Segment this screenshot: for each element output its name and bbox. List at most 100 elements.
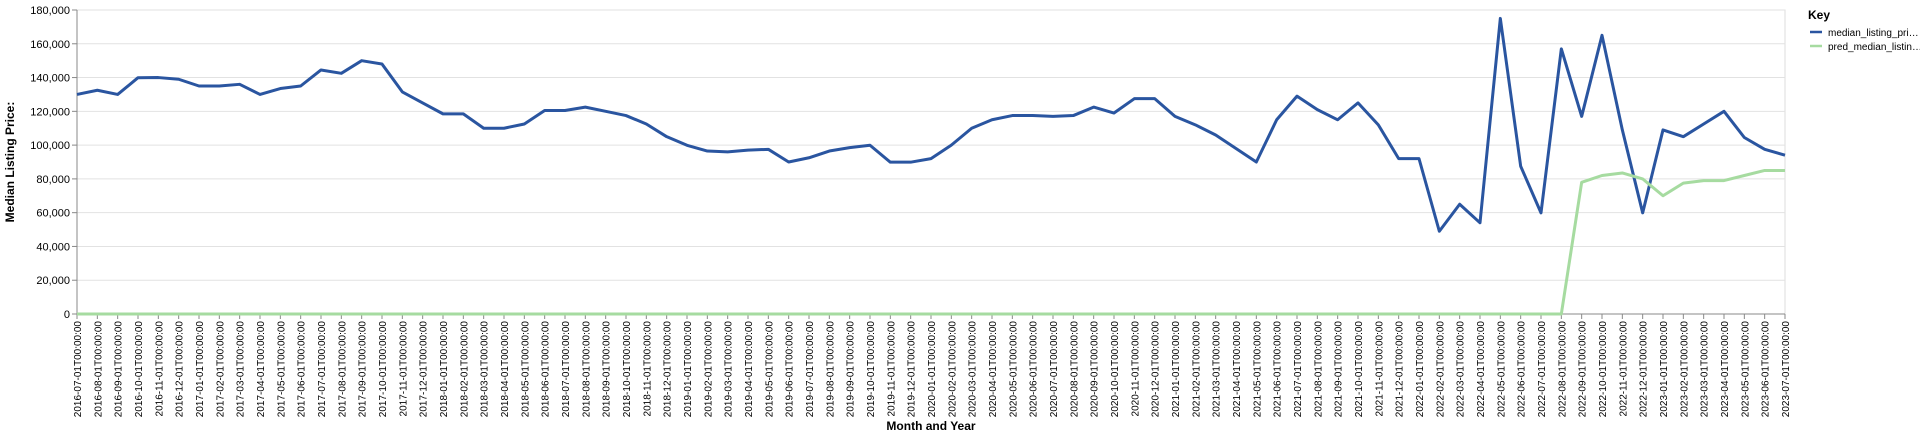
legend-label: pred_median_listin… — [1828, 42, 1920, 53]
plot-frame — [76, 9, 1786, 315]
x-tick-label: 2016-09-01T00:00:00 — [114, 321, 125, 418]
x-tick-label: 2021-08-01T00:00:00 — [1313, 321, 1324, 418]
x-tick-label: 2016-08-01T00:00:00 — [93, 321, 104, 418]
x-tick-label: 2022-04-01T00:00:00 — [1476, 321, 1487, 418]
x-tick-label: 2019-11-01T00:00:00 — [886, 321, 897, 417]
x-tick-label: 2018-12-01T00:00:00 — [663, 321, 674, 418]
y-tick-label: 140,000 — [30, 73, 70, 85]
x-tick-label: 2023-02-01T00:00:00 — [1679, 321, 1690, 418]
x-tick-label: 2016-07-01T00:00:00 — [73, 321, 84, 418]
x-tick-label: 2019-02-01T00:00:00 — [703, 321, 714, 418]
x-tick-label: 2017-03-01T00:00:00 — [236, 321, 247, 418]
x-tick-label: 2023-07-01T00:00:00 — [1781, 321, 1792, 418]
x-tick-label: 2017-08-01T00:00:00 — [337, 321, 348, 418]
x-tick-label: 2018-11-01T00:00:00 — [642, 321, 653, 417]
x-tick-label: 2022-09-01T00:00:00 — [1578, 321, 1589, 418]
x-tick-label: 2021-11-01T00:00:00 — [1374, 321, 1385, 417]
y-tick-label: 100,000 — [30, 140, 70, 152]
x-tick-label: 2018-08-01T00:00:00 — [581, 321, 592, 418]
x-tick-label: 2017-04-01T00:00:00 — [256, 321, 267, 418]
legend-label: median_listing_pri… — [1828, 28, 1919, 39]
x-tick-label: 2016-11-01T00:00:00 — [154, 321, 165, 417]
x-tick-label: 2018-03-01T00:00:00 — [480, 321, 491, 418]
x-tick-label: 2018-01-01T00:00:00 — [439, 321, 450, 418]
x-tick-label: 2020-05-01T00:00:00 — [1008, 321, 1019, 418]
x-tick-label: 2017-02-01T00:00:00 — [215, 321, 226, 418]
x-tick-label: 2022-10-01T00:00:00 — [1598, 321, 1609, 418]
legend-title: Key — [1808, 8, 1830, 22]
x-tick-label: 2017-06-01T00:00:00 — [297, 321, 308, 418]
series-line — [77, 168, 1785, 316]
x-tick-label: 2022-07-01T00:00:00 — [1537, 321, 1548, 418]
x-tick-label: 2023-01-01T00:00:00 — [1659, 321, 1670, 418]
x-tick-label: 2023-04-01T00:00:00 — [1720, 321, 1731, 418]
x-tick-label: 2020-02-01T00:00:00 — [947, 321, 958, 418]
x-tick-label: 2021-09-01T00:00:00 — [1334, 321, 1345, 418]
y-tick-label: 120,000 — [30, 106, 70, 118]
y-tick-label: 40,000 — [36, 241, 70, 253]
x-tick-label: 2019-12-01T00:00:00 — [907, 321, 918, 418]
x-tick-label: 2018-10-01T00:00:00 — [622, 321, 633, 418]
x-tick-label: 2022-03-01T00:00:00 — [1456, 321, 1467, 418]
x-tick-label: 2021-06-01T00:00:00 — [1273, 321, 1284, 418]
x-tick-label: 2022-06-01T00:00:00 — [1517, 321, 1528, 418]
x-tick-label: 2018-05-01T00:00:00 — [520, 321, 531, 418]
x-tick-label: 2020-03-01T00:00:00 — [968, 321, 979, 418]
x-tick-label: 2018-07-01T00:00:00 — [561, 321, 572, 418]
x-tick-label: 2020-04-01T00:00:00 — [988, 321, 999, 418]
y-tick-label: 160,000 — [30, 39, 70, 51]
x-tick-label: 2021-04-01T00:00:00 — [1232, 321, 1243, 418]
x-tick-label: 2021-05-01T00:00:00 — [1252, 321, 1263, 418]
x-tick-label: 2020-01-01T00:00:00 — [927, 321, 938, 418]
x-tick-label: 2020-10-01T00:00:00 — [1110, 321, 1121, 418]
x-tick-label: 2022-11-01T00:00:00 — [1618, 321, 1629, 417]
x-tick-label: 2019-05-01T00:00:00 — [764, 321, 775, 418]
x-axis-title: Month and Year — [886, 419, 975, 433]
x-tick-label: 2018-06-01T00:00:00 — [541, 321, 552, 418]
x-tick-label: 2022-12-01T00:00:00 — [1639, 321, 1650, 418]
x-tick-label: 2019-09-01T00:00:00 — [846, 321, 857, 418]
x-tick-label: 2016-12-01T00:00:00 — [175, 321, 186, 418]
y-tick-label: 0 — [64, 309, 70, 321]
x-tick-label: 2020-12-01T00:00:00 — [1151, 321, 1162, 418]
x-tick-label: 2020-08-01T00:00:00 — [1069, 321, 1080, 418]
x-tick-label: 2021-03-01T00:00:00 — [1212, 321, 1223, 418]
x-tick-label: 2023-03-01T00:00:00 — [1700, 321, 1711, 418]
x-tick-label: 2022-02-01T00:00:00 — [1435, 321, 1446, 418]
x-tick-label: 2017-07-01T00:00:00 — [317, 321, 328, 418]
x-tick-label: 2022-08-01T00:00:00 — [1557, 321, 1568, 418]
x-tick-label: 2019-07-01T00:00:00 — [805, 321, 816, 418]
y-tick-label: 60,000 — [36, 208, 70, 220]
y-tick-label: 180,000 — [30, 5, 70, 17]
y-tick-label: 80,000 — [36, 174, 70, 186]
x-tick-label: 2017-12-01T00:00:00 — [419, 321, 430, 418]
y-tick-label: 20,000 — [36, 275, 70, 287]
x-tick-label: 2017-10-01T00:00:00 — [378, 321, 389, 418]
x-tick-label: 2021-02-01T00:00:00 — [1191, 321, 1202, 418]
x-tick-label: 2019-04-01T00:00:00 — [744, 321, 755, 418]
x-tick-label: 2017-09-01T00:00:00 — [358, 321, 369, 418]
x-tick-label: 2023-06-01T00:00:00 — [1761, 321, 1772, 418]
x-tick-label: 2018-09-01T00:00:00 — [602, 321, 613, 418]
x-tick-label: 2019-01-01T00:00:00 — [683, 321, 694, 418]
x-tick-label: 2017-01-01T00:00:00 — [195, 321, 206, 418]
x-tick-label: 2019-08-01T00:00:00 — [825, 321, 836, 418]
x-tick-label: 2020-07-01T00:00:00 — [1049, 321, 1060, 418]
x-tick-label: 2017-11-01T00:00:00 — [398, 321, 409, 417]
x-tick-label: 2021-01-01T00:00:00 — [1171, 321, 1182, 418]
x-tick-label: 2021-12-01T00:00:00 — [1395, 321, 1406, 418]
x-tick-label: 2020-06-01T00:00:00 — [1029, 321, 1040, 418]
x-tick-label: 2017-05-01T00:00:00 — [276, 321, 287, 418]
x-tick-label: 2021-07-01T00:00:00 — [1293, 321, 1304, 418]
series-line — [76, 16, 1786, 233]
x-tick-label: 2022-01-01T00:00:00 — [1415, 321, 1426, 418]
x-tick-label: 2018-04-01T00:00:00 — [500, 321, 511, 418]
y-axis-title: Median Listing Price: — [3, 102, 17, 223]
x-tick-label: 2023-05-01T00:00:00 — [1740, 321, 1751, 418]
x-tick-label: 2019-03-01T00:00:00 — [724, 321, 735, 418]
x-tick-label: 2021-10-01T00:00:00 — [1354, 321, 1365, 418]
x-tick-label: 2019-10-01T00:00:00 — [866, 321, 877, 418]
x-tick-label: 2020-09-01T00:00:00 — [1090, 321, 1101, 418]
